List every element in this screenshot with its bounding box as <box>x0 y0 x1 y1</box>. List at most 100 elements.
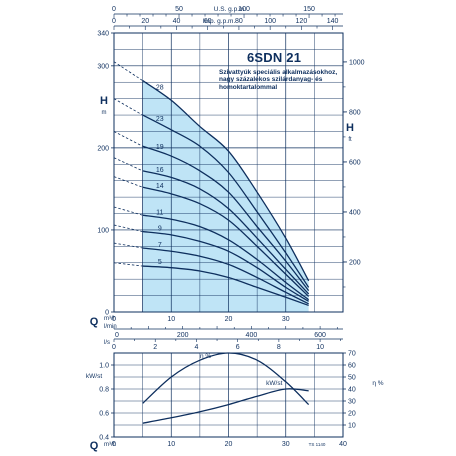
head-curve-28 <box>142 80 310 282</box>
head-curve-extension-23 <box>113 98 143 116</box>
eta-axis-tick-label: 40 <box>348 387 356 394</box>
impgpm-tick-label: 20 <box>141 18 149 25</box>
head-curve-extension-28 <box>113 61 143 81</box>
right-axis-tick-label: 200 <box>349 259 361 266</box>
head-curve-extension-7 <box>113 242 143 249</box>
eta-axis-tick-label: 60 <box>348 363 356 370</box>
ls-tick-label: 0 <box>112 344 116 351</box>
lmin-tick-label: 600 <box>314 332 326 339</box>
eta-axis-tick-label: 50 <box>348 375 356 382</box>
lmin-tick-label: 400 <box>246 332 258 339</box>
eta-axis-label: η % <box>372 380 383 387</box>
stage-label-28: 28 <box>156 84 164 91</box>
drawing-code: TS 1140 <box>309 442 326 447</box>
kw-axis-label: kW/st <box>86 373 102 380</box>
impgpm-tick-label: 60 <box>204 18 212 25</box>
m3h-unit-label: m³/h <box>104 316 116 322</box>
eta-axis-tick-label: 70 <box>348 351 356 358</box>
lmin-unit-label: l/min <box>104 324 117 330</box>
stage-label-9: 9 <box>158 226 162 233</box>
head-curve-11 <box>142 214 310 301</box>
impgpm-tick-label: 80 <box>235 18 243 25</box>
right-axis-tick-label: 1000 <box>349 59 365 66</box>
left-axis-letter: H <box>100 95 108 107</box>
left-axis-tick-label: 200 <box>97 145 109 152</box>
usgpm-tick-label: 100 <box>238 6 250 13</box>
impgpm-tick-label: 120 <box>296 18 308 25</box>
lmin-tick-label: 0 <box>115 332 119 339</box>
pump-application-note: Szivattyúk speciális alkalmazásokhoz, na… <box>219 69 338 91</box>
eta-axis-tick-label: 10 <box>348 423 356 430</box>
main-plot-frame <box>113 32 344 313</box>
m3h-tick-label: 30 <box>282 316 290 323</box>
stage-label-7: 7 <box>158 242 162 249</box>
m3h-tick-label: 20 <box>225 316 233 323</box>
stage-label-11: 11 <box>156 210 163 217</box>
impgpm-tick-label: 140 <box>327 18 339 25</box>
lmin-tick-label: 200 <box>177 332 189 339</box>
left-axis-tick-label: 300 <box>97 63 109 70</box>
stage-label-19: 19 <box>156 144 164 151</box>
impgpm-tick-label: 0 <box>112 18 116 25</box>
head-curve-extension-5 <box>113 262 143 267</box>
operating-range-area <box>142 80 309 312</box>
stage-label-23: 23 <box>156 116 164 123</box>
lower-q-axis-letter: Q <box>90 440 99 452</box>
stage-label-16: 16 <box>156 167 164 174</box>
head-curve-extension-11 <box>113 206 143 216</box>
kw-axis-tick-label: 0.6 <box>99 411 109 418</box>
lower-m3h-tick-label: 20 <box>225 441 233 448</box>
left-axis-unit: m <box>102 110 107 116</box>
head-curve-14 <box>142 186 310 297</box>
kw-axis-tick-label: 0.8 <box>99 387 109 394</box>
usgpm-tick-label: 150 <box>303 6 315 13</box>
left-axis-tick-label: 340 <box>97 31 109 38</box>
head-curve-extension-9 <box>113 224 143 232</box>
kw-axis-tick-label: 0.4 <box>99 435 109 442</box>
ls-tick-label: 2 <box>153 344 157 351</box>
head-curve-extension-14 <box>113 176 143 188</box>
stage-label-5: 5 <box>158 259 162 266</box>
eta-axis-tick-label: 30 <box>348 399 356 406</box>
ls-tick-label: 6 <box>236 344 240 351</box>
lower-m3h-tick-label: 40 <box>339 441 347 448</box>
impgpm-tick-label: 40 <box>173 18 181 25</box>
eta-axis-tick-label: 20 <box>348 411 356 418</box>
lower-m3h-tick-label: 0 <box>112 441 116 448</box>
right-axis-letter: H <box>346 122 354 134</box>
lower-m3h-unit-label: m³/h <box>104 442 116 448</box>
right-axis-tick-label: 800 <box>349 109 361 116</box>
head-curve-19 <box>142 145 310 292</box>
power-curve <box>142 388 309 424</box>
impgpm-tick-label: 100 <box>264 18 276 25</box>
head-curve-7 <box>142 247 309 305</box>
left-axis-tick-label: 100 <box>97 227 109 234</box>
head-curve-9 <box>142 230 309 302</box>
kw-axis-tick-label: 1.0 <box>99 363 109 370</box>
ls-unit-label: l/s <box>104 340 110 346</box>
usgpm-axis-label: U.S. g.p.m. <box>214 6 247 13</box>
power-curve-label: kW/st <box>266 380 282 387</box>
m3h-tick-label: 10 <box>167 316 175 323</box>
ls-tick-label: 4 <box>194 344 198 351</box>
stage-label-14: 14 <box>156 183 164 190</box>
right-axis-tick-label: 400 <box>349 209 361 216</box>
efficiency-curve <box>142 352 310 406</box>
head-curve-extension-16 <box>113 157 143 172</box>
q-axis-letter: Q <box>90 316 99 328</box>
right-axis-tick-label: 600 <box>349 159 361 166</box>
usgpm-tick-label: 0 <box>112 6 116 13</box>
head-curve-23 <box>142 114 310 288</box>
lower-m3h-tick-label: 30 <box>282 441 290 448</box>
head-curve-16 <box>142 170 310 295</box>
impgpm-axis-label: Imp. g.p.m. <box>203 18 236 25</box>
lower-m3h-tick-label: 10 <box>167 441 175 448</box>
usgpm-tick-label: 50 <box>175 6 183 13</box>
m3h-tick-label: 0 <box>112 316 116 323</box>
left-axis-tick-label: 0 <box>105 310 109 317</box>
pump-model-title: 6SDN 21 <box>247 50 302 65</box>
ls-tick-label: 10 <box>316 344 324 351</box>
head-curve-5 <box>142 265 309 307</box>
